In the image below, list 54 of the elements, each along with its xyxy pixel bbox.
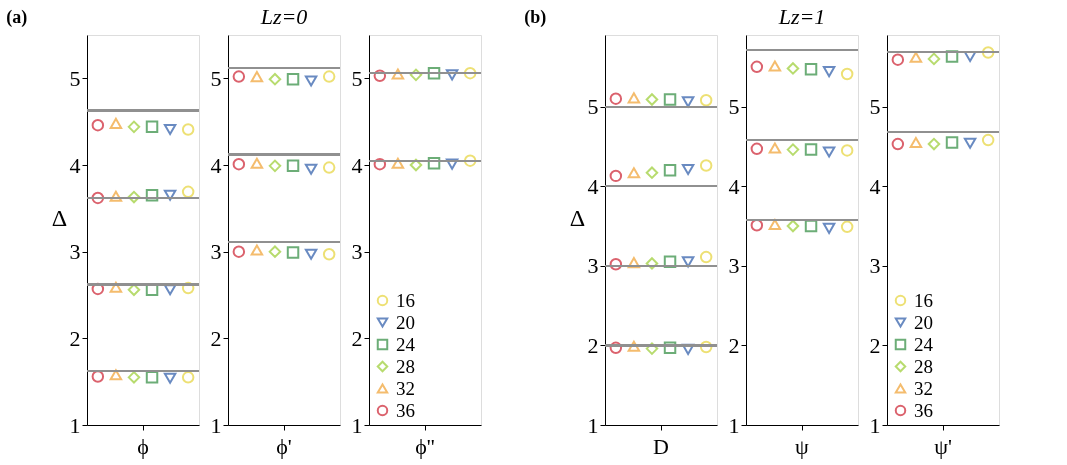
legend-label: 32	[914, 377, 933, 399]
y-tick-label: 4	[728, 173, 740, 199]
y-tick-label: 1	[869, 412, 881, 438]
legend-label: 36	[396, 399, 415, 421]
y-tick-label: 5	[587, 94, 599, 120]
y-tick-label: 5	[869, 94, 881, 120]
x-tick-label: ϕ	[137, 433, 149, 459]
legend-label: 20	[396, 311, 415, 333]
y-tick-label: 1	[210, 412, 222, 438]
y-tick-label: 1	[69, 412, 81, 438]
y-tick-label: 3	[587, 253, 599, 279]
y-tick-label: 1	[728, 412, 740, 438]
y-tick-label: 4	[351, 152, 363, 178]
y-axis-title: Δ	[51, 204, 68, 231]
y-tick-label: 2	[587, 332, 599, 358]
chart-title: (a)	[6, 7, 28, 28]
y-tick-label: 5	[210, 65, 222, 91]
legend-label: 28	[396, 355, 415, 377]
legend-label: 32	[396, 377, 415, 399]
legend-label: 24	[396, 333, 416, 355]
y-tick-label: 3	[69, 239, 81, 265]
y-tick-label: 4	[587, 173, 599, 199]
legend-label: 16	[396, 289, 415, 311]
y-tick-label: 2	[351, 325, 363, 351]
x-tick-label: D	[653, 433, 669, 459]
legend-label: 20	[914, 311, 933, 333]
chart-title: (b)	[524, 7, 547, 28]
y-tick-label: 5	[728, 94, 740, 120]
x-tick-label: ψ	[795, 433, 810, 459]
legend-label: 36	[914, 399, 933, 421]
y-tick-label: 2	[210, 325, 222, 351]
y-axis-title: Δ	[569, 204, 586, 231]
y-tick-label: 3	[728, 253, 740, 279]
y-tick-label: 4	[69, 152, 81, 178]
y-tick-label: 5	[351, 65, 363, 91]
y-tick-label: 1	[351, 412, 363, 438]
y-tick-label: 2	[728, 332, 740, 358]
x-tick-label: ϕ'	[276, 433, 292, 459]
y-tick-label: 2	[869, 332, 881, 358]
y-tick-label: 3	[869, 253, 881, 279]
x-tick-label: ϕ''	[415, 433, 435, 459]
legend-label: 28	[914, 355, 933, 377]
y-tick-label: 4	[210, 152, 222, 178]
y-tick-label: 4	[869, 173, 881, 199]
legend-label: 24	[914, 333, 934, 355]
chart-title: Lz=0	[259, 4, 308, 29]
y-tick-label: 3	[351, 239, 363, 265]
y-tick-label: 5	[69, 65, 81, 91]
y-tick-label: 2	[69, 325, 81, 351]
x-tick-label: ψ'	[934, 433, 952, 459]
chart-title: Lz=1	[777, 4, 826, 29]
y-tick-label: 1	[587, 412, 599, 438]
y-tick-label: 3	[210, 239, 222, 265]
legend-label: 16	[914, 289, 933, 311]
